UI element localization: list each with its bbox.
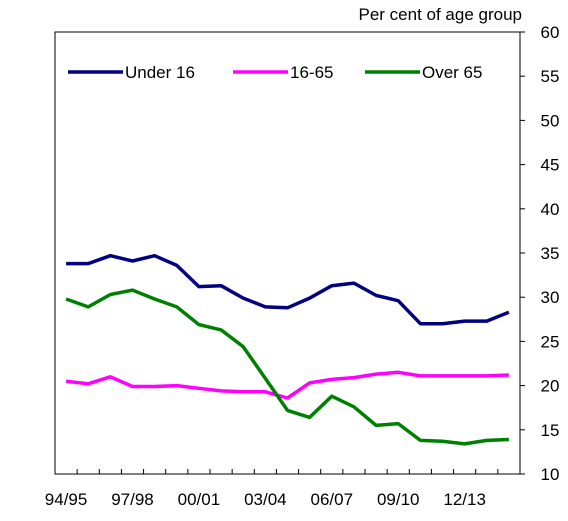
- legend-label: Over 65: [422, 63, 482, 82]
- legend-label: 16-65: [290, 63, 333, 82]
- x-tick-label: 94/95: [45, 490, 88, 509]
- y-tick-label: 30: [541, 288, 560, 307]
- series-line: [65, 370, 509, 400]
- y-axis-title: Per cent of age group: [358, 5, 522, 24]
- y-tick-label: 10: [541, 465, 560, 484]
- y-tick-label: 35: [541, 244, 560, 263]
- y-tick-label: 45: [541, 156, 560, 175]
- y-tick-label: 40: [541, 200, 560, 219]
- x-tick-label: 00/01: [178, 490, 221, 509]
- x-tick-label: 03/04: [244, 490, 287, 509]
- series-line: [66, 253, 510, 326]
- y-tick-label: 50: [541, 111, 560, 130]
- legend-label: Under 16: [125, 63, 195, 82]
- x-tick-label: 06/07: [311, 490, 354, 509]
- y-tick-label: 60: [541, 23, 560, 42]
- series-line: [65, 288, 509, 446]
- y-tick-label: 20: [541, 377, 560, 396]
- y-tick-label: 15: [541, 421, 560, 440]
- y-tick-label: 55: [541, 67, 560, 86]
- x-tick-label: 97/98: [111, 490, 154, 509]
- y-tick-label: 25: [541, 332, 560, 351]
- x-tick-label: 12/13: [443, 490, 486, 509]
- x-tick-label: 09/10: [377, 490, 420, 509]
